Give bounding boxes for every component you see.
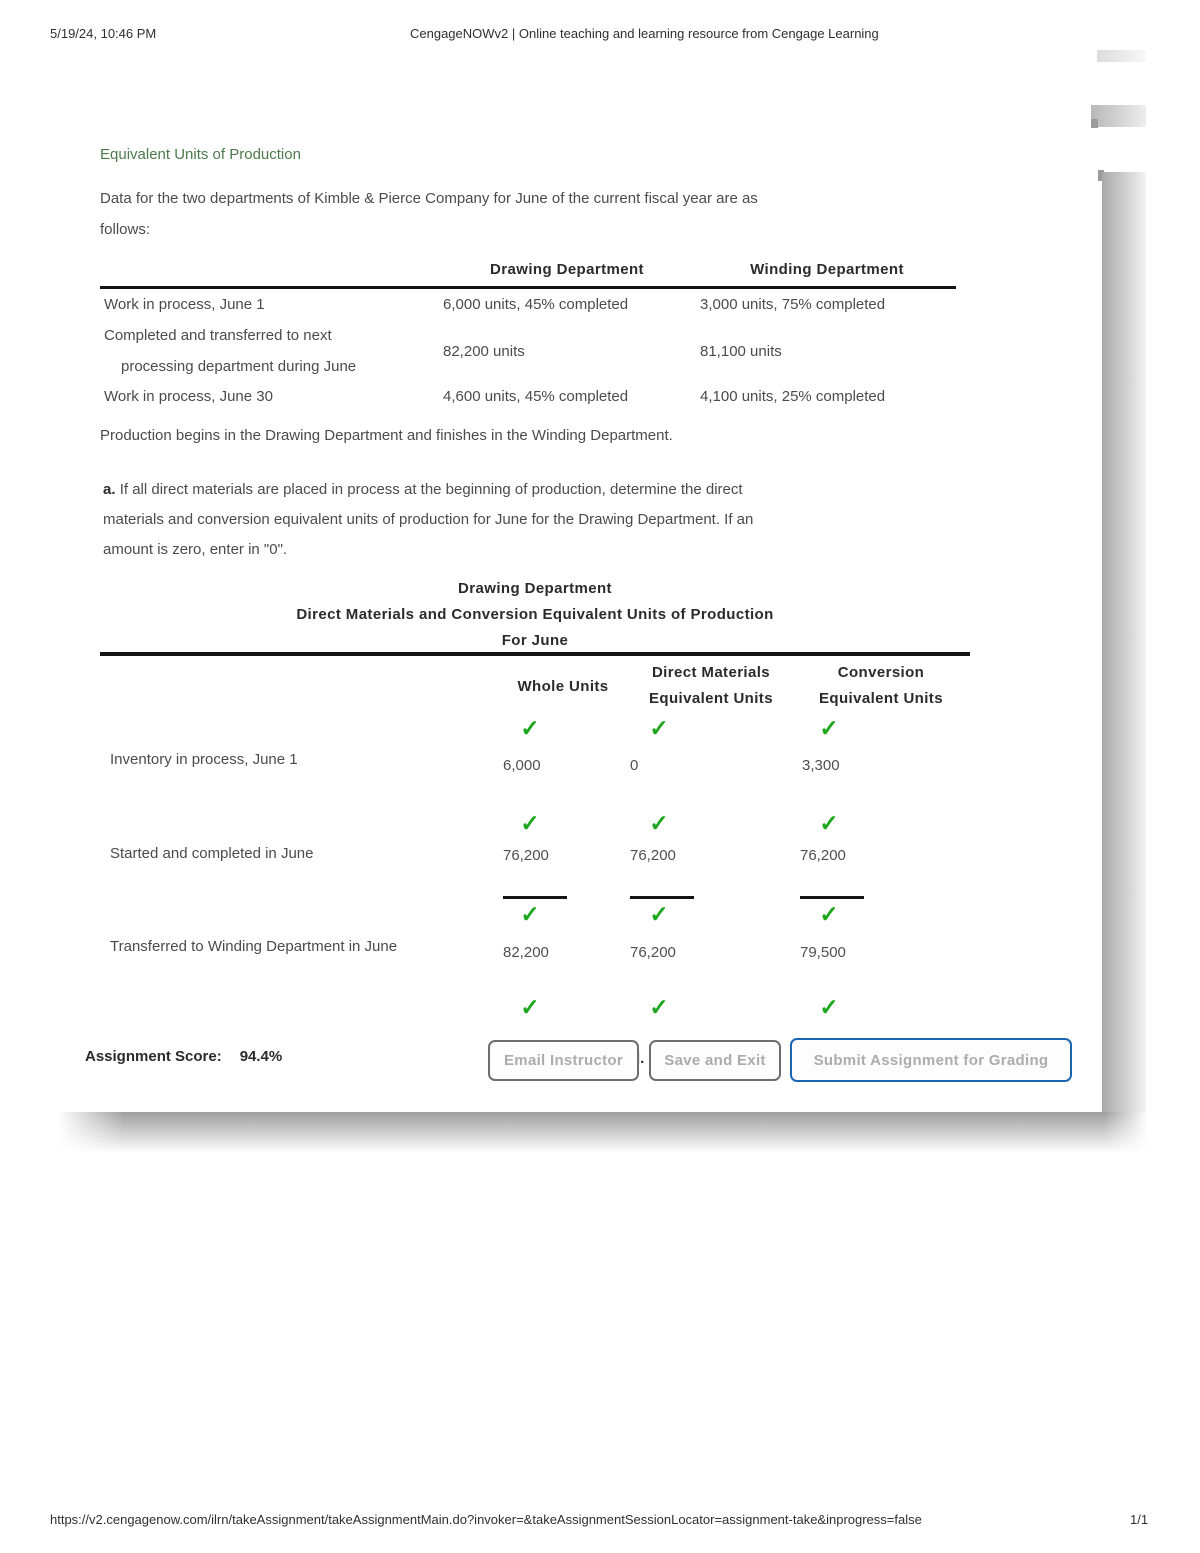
data-table-cell: 3,000 units, 75% completed	[700, 296, 886, 313]
data-table-cell: 82,200 units	[443, 343, 525, 360]
answer-whole-units[interactable]: 6,000	[503, 757, 541, 774]
part-a-line-1: a. If all direct materials are placed in…	[103, 481, 743, 498]
data-table-row-label: processing department during June	[121, 358, 357, 375]
answer-conversion-equivalent-units[interactable]: 79,500	[800, 944, 846, 961]
print-title: CengageNOWv2 | Online teaching and learn…	[410, 26, 879, 41]
subtotal-rule	[630, 896, 694, 899]
correct-check-icon: ✓	[819, 901, 839, 927]
subtotal-rule	[503, 896, 567, 899]
print-footer-url: https://v2.cengagenow.com/ilrn/takeAssig…	[50, 1512, 922, 1527]
page-shadow-right	[1102, 172, 1146, 1148]
col-header-direct-materials-2: Equivalent Units	[649, 690, 773, 707]
page-shadow-notch	[1098, 170, 1104, 181]
data-table-row-label: Completed and transferred to next	[104, 327, 332, 344]
col-header-conversion-2: Equivalent Units	[819, 690, 943, 707]
worksheet-row-label: Inventory in process, June 1	[110, 751, 298, 768]
data-table-cell: 4,100 units, 25% completed	[700, 388, 886, 405]
part-a-line-3: amount is zero, enter in "0".	[103, 541, 288, 558]
intro-line-2: follows:	[100, 221, 151, 238]
page-stack-edge-middle	[1091, 105, 1146, 127]
assignment-score: Assignment Score: 94.4%	[85, 1048, 282, 1065]
answer-conversion-equivalent-units[interactable]: 76,200	[800, 847, 846, 864]
col-header-direct-materials-1: Direct Materials	[651, 664, 771, 681]
answer-whole-units[interactable]: 76,200	[503, 847, 549, 864]
assignment-score-label: Assignment Score:	[85, 1048, 222, 1065]
part-a-line-2: materials and conversion equivalent unit…	[103, 511, 754, 528]
answer-dm-equivalent-units[interactable]: 76,200	[630, 847, 676, 864]
answer-dm-equivalent-units[interactable]: 76,200	[630, 944, 676, 961]
data-table-header-winding: Winding Department	[750, 261, 904, 278]
production-note: Production begins in the Drawing Departm…	[100, 427, 673, 444]
worksheet-row-label: Started and completed in June	[110, 845, 314, 862]
data-table-row-label: Work in process, June 1	[104, 296, 265, 313]
correct-check-icon: ✓	[819, 810, 839, 836]
save-and-exit-button[interactable]: Save and Exit	[649, 1040, 781, 1081]
page-stack-edge-top	[1097, 50, 1146, 62]
page-shadow-bottom	[58, 1112, 1148, 1152]
correct-check-icon: ✓	[520, 901, 540, 927]
data-table-row-label: Work in process, June 30	[104, 388, 273, 405]
correct-check-icon: ✓	[649, 994, 669, 1020]
data-table-header-drawing: Drawing Department	[490, 261, 644, 278]
worksheet-title-2: Direct Materials and Conversion Equivale…	[296, 606, 774, 623]
answer-whole-units[interactable]: 82,200	[503, 944, 549, 961]
part-a-label: a.	[103, 481, 116, 498]
print-timestamp: 5/19/24, 10:46 PM	[50, 26, 157, 41]
correct-check-icon: ✓	[520, 715, 540, 741]
worksheet-title-1: Drawing Department	[458, 580, 612, 597]
col-header-conversion-1: Conversion	[837, 664, 925, 681]
correct-check-icon: ✓	[520, 810, 540, 836]
data-table-header-rule	[100, 286, 956, 289]
correct-check-icon: ✓	[649, 810, 669, 836]
print-footer-page: 1/1	[1130, 1512, 1149, 1527]
submit-assignment-button[interactable]: Submit Assignment for Grading	[790, 1038, 1072, 1082]
intro-line-1: Data for the two departments of Kimble &…	[100, 190, 758, 207]
correct-check-icon: ✓	[649, 901, 669, 927]
data-table-cell: 4,600 units, 45% completed	[443, 388, 629, 405]
worksheet-header-rule	[100, 652, 970, 656]
email-instructor-button[interactable]: Email Instructor	[488, 1040, 639, 1081]
data-table-cell: 81,100 units	[700, 343, 782, 360]
worksheet-row-label: Transferred to Winding Department in Jun…	[110, 938, 398, 955]
answer-conversion-equivalent-units[interactable]: 3,300	[802, 757, 840, 774]
assignment-score-value: 94.4%	[239, 1048, 283, 1065]
problem-title: Equivalent Units of Production	[100, 146, 301, 163]
page-stack-notch	[1091, 119, 1098, 128]
subtotal-rule	[800, 896, 864, 899]
correct-check-icon: ✓	[819, 715, 839, 741]
data-table-cell: 6,000 units, 45% completed	[443, 296, 629, 313]
answer-dm-equivalent-units[interactable]: 0	[630, 757, 639, 774]
correct-check-icon: ✓	[520, 994, 540, 1020]
worksheet-title-3: For June	[501, 632, 569, 649]
correct-check-icon: ✓	[819, 994, 839, 1020]
correct-check-icon: ✓	[649, 715, 669, 741]
col-header-whole-units: Whole Units	[517, 678, 609, 695]
